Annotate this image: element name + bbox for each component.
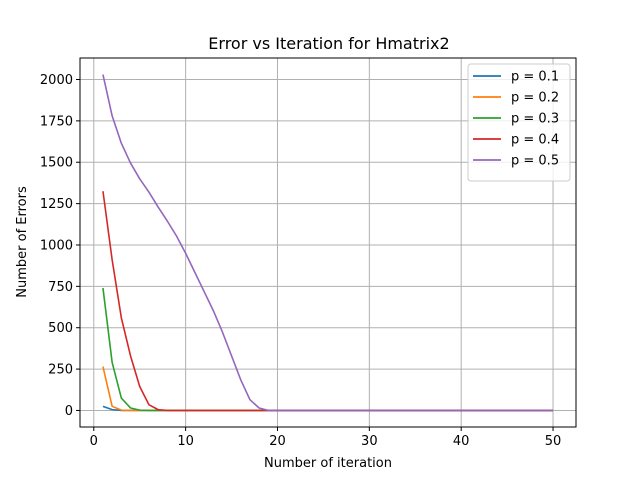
y-tick-label: 1000	[40, 238, 73, 253]
x-tick-label: 10	[177, 434, 194, 449]
legend-label: p = 0.5	[511, 154, 559, 169]
series-line-3	[102, 287, 554, 412]
y-tick-label: 0	[65, 404, 73, 419]
legend-box	[467, 63, 571, 182]
plot-frame	[79, 57, 577, 428]
y-axis-ticks: 0 250 500 750 1000 1250 1500 1750 2000	[40, 73, 80, 419]
legend-label: p = 0.2	[511, 91, 559, 106]
y-tick-label: 500	[48, 321, 73, 336]
y-axis-label: Number of Errors	[15, 186, 30, 298]
series-line-4	[102, 191, 554, 412]
y-tick-label: 2000	[40, 73, 73, 88]
x-tick-label: 30	[361, 434, 378, 449]
y-tick-label: 1250	[40, 197, 73, 212]
y-tick-label: 1500	[40, 156, 73, 171]
legend-label: p = 0.3	[511, 112, 559, 127]
x-tick-label: 40	[453, 434, 470, 449]
x-tick-label: 50	[545, 434, 562, 449]
legend-label: p = 0.4	[511, 133, 559, 148]
y-tick-label: 1750	[40, 114, 73, 129]
x-tick-label: 0	[90, 434, 98, 449]
y-tick-label: 750	[48, 280, 73, 295]
series-line-2	[102, 366, 554, 412]
x-axis-label: Number of iteration	[264, 456, 392, 471]
legend: p = 0.1 p = 0.2 p = 0.3 p = 0.4 p = 0.5	[467, 63, 571, 182]
series-lines	[102, 74, 554, 412]
x-tick-label: 20	[269, 434, 286, 449]
x-axis-ticks: 0 10 20 30 40 50	[90, 427, 562, 449]
series-line-5	[102, 74, 554, 412]
chart-title: Error vs Iteration for Hmatrix2	[208, 34, 449, 53]
legend-label: p = 0.1	[511, 70, 559, 85]
y-tick-label: 250	[48, 363, 73, 378]
